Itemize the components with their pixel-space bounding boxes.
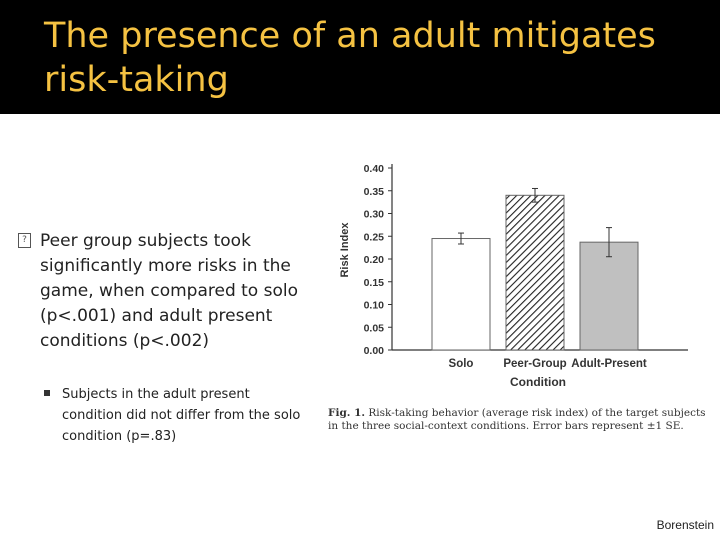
y-tick-label: 0.20 bbox=[364, 254, 385, 266]
y-tick-label: 0.05 bbox=[364, 322, 385, 334]
y-tick-label: 0.00 bbox=[364, 345, 385, 357]
y-tick-label: 0.15 bbox=[364, 277, 385, 289]
x-tick-label: Solo bbox=[449, 358, 474, 370]
y-tick-label: 0.40 bbox=[364, 163, 385, 175]
bar bbox=[431, 238, 491, 351]
x-tick-label: Peer-Group bbox=[503, 358, 566, 370]
bullet-main-text: Peer group subjects took significantly m… bbox=[40, 231, 298, 351]
caption-label: Fig. 1. bbox=[328, 407, 366, 419]
x-tick-label: Adult-Present bbox=[571, 358, 647, 370]
x-axis-label: Condition bbox=[510, 375, 566, 389]
credit-text: Borenstein bbox=[656, 518, 714, 532]
bar bbox=[505, 194, 565, 351]
square-bullet-icon bbox=[44, 390, 50, 396]
y-tick-label: 0.10 bbox=[364, 300, 385, 312]
bullet-sub-text: Subjects in the adult present condition … bbox=[62, 387, 301, 444]
title-bar: The presence of an adult mitigates risk-… bbox=[0, 0, 720, 114]
figure-caption: Fig. 1. Risk-taking behavior (average ri… bbox=[328, 407, 713, 433]
y-tick-label: 0.25 bbox=[364, 231, 385, 243]
risk-index-bar-chart: Risk Index Condition 0.00 0.05 0.10 0.15 0.2… bbox=[339, 163, 688, 389]
y-tick-label: 0.30 bbox=[364, 209, 385, 221]
y-axis-label: Risk Index bbox=[339, 222, 351, 278]
bar bbox=[579, 241, 639, 351]
y-tick-label: 0.35 bbox=[364, 186, 385, 198]
bullet-glyph-icon: ? bbox=[18, 233, 31, 248]
caption-text: Risk-taking behavior (average risk index… bbox=[328, 407, 706, 432]
slide-title: The presence of an adult mitigates risk-… bbox=[44, 16, 656, 100]
